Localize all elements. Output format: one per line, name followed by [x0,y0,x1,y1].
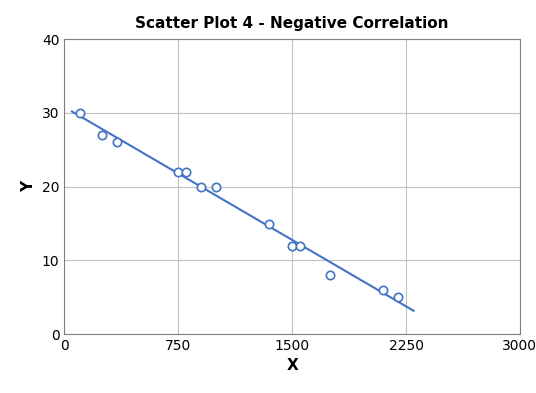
X-axis label: X: X [286,358,298,373]
Point [394,294,403,300]
Point [379,286,388,293]
Title: Scatter Plot 4 - Negative Correlation: Scatter Plot 4 - Negative Correlation [136,16,449,31]
Point [182,169,190,175]
Point [212,184,220,190]
Point [98,132,107,138]
Point [288,242,296,249]
Y-axis label: Y: Y [21,181,36,192]
Point [326,272,334,278]
Point [113,139,122,145]
Point [295,242,304,249]
Point [265,220,273,227]
Point [197,184,205,190]
Point [75,110,84,116]
Point [174,169,182,175]
